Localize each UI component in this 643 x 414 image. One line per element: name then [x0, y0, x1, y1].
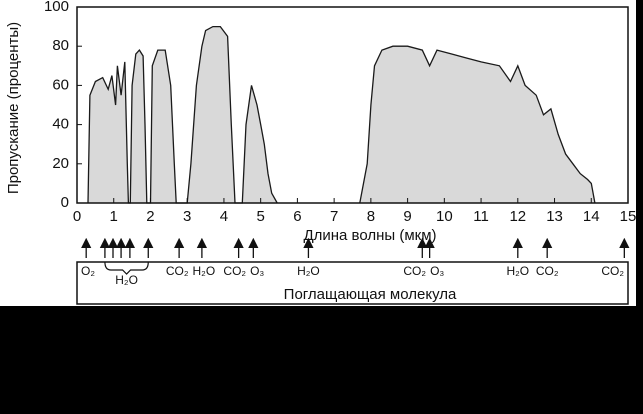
x-tick-label: 15 — [620, 208, 637, 225]
molecule-label: CO₂ — [166, 264, 189, 278]
x-tick-label: 13 — [546, 208, 563, 225]
molecule-label: CO₂ — [601, 264, 624, 278]
x-tick-label: 2 — [146, 208, 154, 225]
plot-frame — [76, 6, 629, 204]
x-tick-label: 9 — [403, 208, 411, 225]
brace — [104, 261, 149, 275]
molecule-label: H₂O — [193, 264, 216, 278]
y-tick-label: 80 — [52, 37, 69, 54]
molecule-box — [76, 261, 629, 305]
y-tick-label: 100 — [44, 0, 69, 15]
x-tick-label: 8 — [367, 208, 375, 225]
x-tick-label: 12 — [509, 208, 526, 225]
area — [88, 26, 278, 203]
x-tick-label: 6 — [293, 208, 301, 225]
molecule-label: O₂ — [81, 264, 95, 278]
y-tick-label: 60 — [52, 76, 69, 93]
area — [359, 46, 595, 204]
molecule-label: H₂O — [506, 264, 529, 278]
x-tick-label: 5 — [256, 208, 264, 225]
molecule-label: CO₂ — [223, 264, 246, 278]
y-tick-label: 0 — [61, 194, 69, 211]
y-axis-label: Пропускание (проценты) — [5, 22, 22, 194]
y-tick-label: 20 — [52, 155, 69, 172]
molecule-label: H₂O — [297, 264, 320, 278]
x-tick-label: 4 — [220, 208, 228, 225]
x-tick-label: 3 — [183, 208, 191, 225]
x-tick-label: 1 — [110, 208, 118, 225]
molecule-label: O₃ — [250, 264, 264, 278]
molecule-title: Поглащающая молекула — [284, 286, 457, 303]
molecule-label: CO₂ — [536, 264, 559, 278]
molecule-label: CO₂ — [403, 264, 426, 278]
line — [87, 25, 278, 204]
y-tick-label: 40 — [52, 116, 69, 133]
molecule-label: O₃ — [430, 264, 444, 278]
x-axis-label: Длина волны (мкм) — [303, 227, 436, 244]
x-tick-label: 7 — [330, 208, 338, 225]
x-tick-label: 14 — [583, 208, 600, 225]
line — [359, 45, 596, 204]
x-tick-label: 11 — [473, 208, 489, 225]
x-tick-label: 10 — [436, 208, 453, 225]
molecule-label: H₂O — [115, 273, 138, 287]
x-tick-label: 0 — [73, 208, 81, 225]
